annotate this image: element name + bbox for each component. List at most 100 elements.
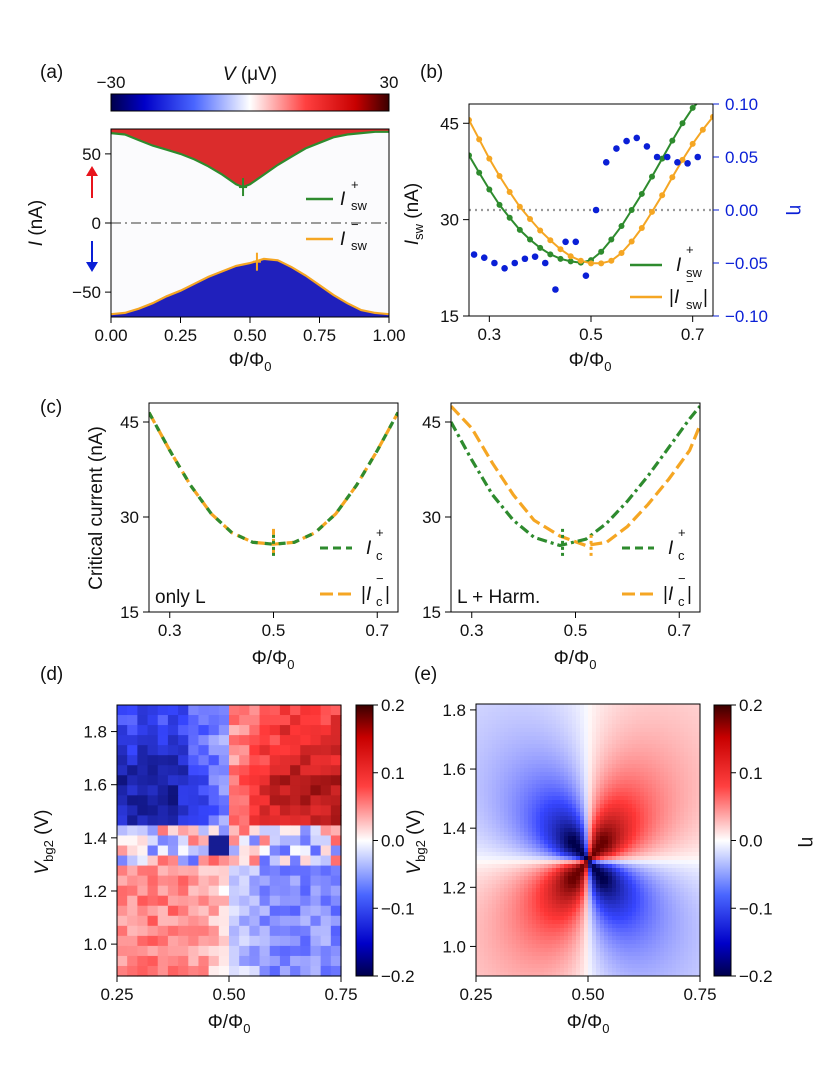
heatmap-cell [612, 956, 617, 961]
heatmap-cell [330, 815, 342, 827]
heatmap-cell [516, 844, 521, 849]
heatmap-cell [628, 920, 633, 925]
heatmap-cell [592, 712, 597, 717]
heatmap-cell [584, 856, 589, 861]
heatmap-cell [556, 788, 561, 793]
heatmap-cell [580, 864, 585, 869]
heatmap-cell [624, 788, 629, 793]
heatmap-cell [696, 800, 701, 805]
heatmap-cell [684, 824, 689, 829]
colorbar-e-label: η [797, 837, 818, 848]
heatmap-cell [188, 875, 200, 887]
heatmap-cell [188, 725, 200, 736]
heatmap-cell [117, 945, 128, 957]
heatmap-cell [524, 940, 529, 945]
heatmap-cell [528, 792, 533, 797]
heatmap-cell [592, 840, 597, 845]
heatmap-cell [668, 756, 673, 761]
heatmap-cell [624, 804, 629, 809]
heatmap-cell [508, 888, 513, 893]
heatmap-cell [524, 972, 529, 977]
heatmap-cell [552, 840, 557, 845]
heatmap-cell [656, 812, 661, 817]
heatmap-cell [536, 764, 541, 769]
heatmap-cell [137, 805, 149, 817]
heatmap-cell [508, 736, 513, 741]
heatmap-cell [620, 772, 625, 777]
heatmap-cell [532, 896, 537, 901]
heatmap-cell [648, 904, 653, 909]
heatmap-cell [588, 784, 593, 789]
heatmap-cell [644, 856, 649, 861]
heatmap-cell [580, 780, 585, 785]
heatmap-cell [496, 884, 501, 889]
heatmap-cell [644, 860, 649, 865]
heatmap-cell [488, 756, 493, 761]
heatmap-cell [672, 724, 677, 729]
heatmap-cell [330, 965, 342, 977]
heatmap-cell [612, 720, 617, 725]
legend-b-plus-sub: sw [686, 265, 703, 280]
heatmap-cell [564, 896, 569, 901]
heatmap-cell [592, 760, 597, 765]
heatmap-cell [676, 844, 681, 849]
heatmap-cell [178, 905, 189, 917]
eta-point [674, 159, 681, 166]
heatmap-cell [620, 768, 625, 773]
heatmap-cell [290, 755, 301, 766]
heatmap-cell [660, 936, 665, 941]
heatmap-cell [584, 940, 589, 945]
heatmap-cell [644, 852, 649, 857]
heatmap-cell [480, 892, 485, 897]
heatmap-cell [648, 716, 653, 721]
heatmap-cell [620, 744, 625, 749]
heatmap-cell [528, 956, 533, 961]
heatmap-cell [524, 840, 529, 845]
heatmap-cell [500, 724, 505, 729]
heatmap-cell [536, 968, 541, 973]
heatmap-cell [198, 805, 210, 817]
heatmap-cell [564, 836, 569, 841]
heatmap-cell [500, 712, 505, 717]
heatmap-cell [564, 740, 569, 745]
heatmap-cell [580, 956, 585, 961]
legend-c2-minus: |I [663, 584, 674, 605]
heatmap-cell [259, 885, 271, 897]
heatmap-cell [480, 876, 485, 881]
heatmap-cell [652, 872, 657, 877]
heatmap-cell [548, 740, 553, 745]
data-point [710, 88, 716, 94]
heatmap-cell [680, 836, 685, 841]
heatmap-cell [504, 848, 509, 853]
heatmap-cell [516, 768, 521, 773]
heatmap-cell [652, 704, 657, 709]
heatmap-cell [504, 896, 509, 901]
heatmap-cell [656, 936, 661, 941]
heatmap-cell [310, 875, 322, 887]
heatmap-cell [640, 812, 645, 817]
heatmap-cell [488, 864, 493, 869]
heatmap-cell [680, 752, 685, 757]
heatmap-cell [157, 875, 169, 887]
heatmap-cell [544, 844, 549, 849]
heatmap-cell [524, 836, 529, 841]
heatmap-cell [584, 776, 589, 781]
heatmap-cell [624, 776, 629, 781]
heatmap-cell [580, 916, 585, 921]
heatmap-cell [640, 840, 645, 845]
heatmap-cell [290, 745, 301, 756]
heatmap-cell [688, 864, 693, 869]
heatmap-cell [492, 832, 497, 837]
heatmap-cell [188, 735, 200, 746]
heatmap-cell [668, 824, 673, 829]
heatmap-cell [300, 945, 312, 957]
eta-point [623, 137, 630, 145]
heatmap-cell [532, 752, 537, 757]
heatmap-cell [564, 884, 569, 889]
heatmap-cell [249, 805, 261, 817]
heatmap-cell [548, 716, 553, 721]
heatmap-cell [127, 815, 138, 827]
heatmap-cell [676, 872, 681, 877]
heatmap-cell [652, 888, 657, 893]
heatmap-cell [476, 956, 481, 961]
